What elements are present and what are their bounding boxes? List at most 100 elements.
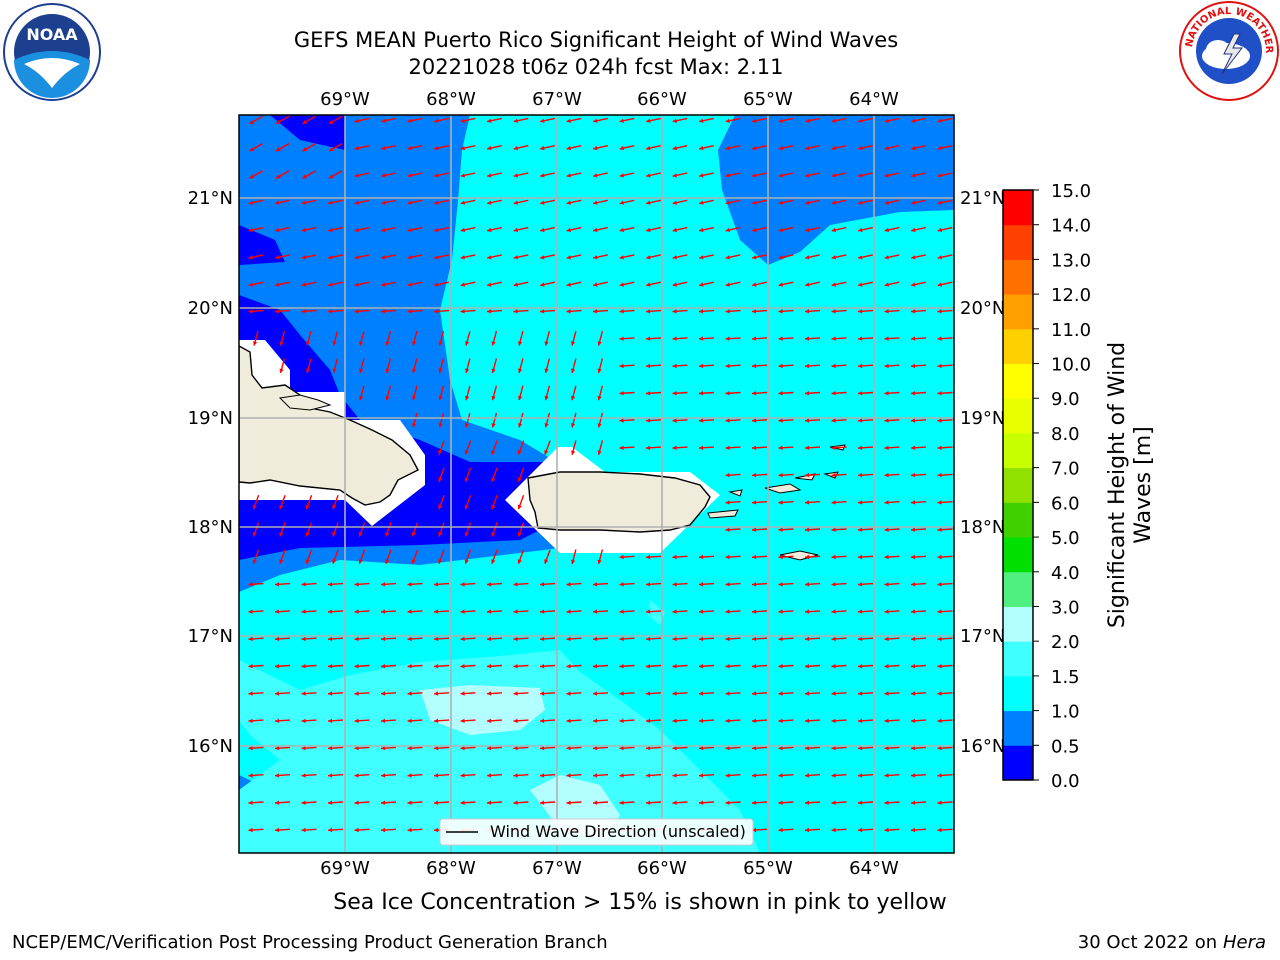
wind-wave-arrowhead	[411, 559, 416, 564]
wind-wave-arrowhead	[858, 200, 863, 205]
wind-wave-arrowhead	[248, 691, 253, 696]
wind-wave-arrowhead	[385, 559, 390, 564]
wind-wave-arrowhead	[937, 391, 942, 396]
wind-wave-arrowhead	[858, 363, 863, 369]
wind-wave-arrowhead	[884, 500, 889, 505]
lat-label: 18°N	[188, 517, 233, 538]
wind-wave-arrowhead	[778, 527, 783, 532]
wind-wave-arrowhead	[381, 200, 386, 205]
wind-wave-arrowhead	[778, 500, 783, 505]
wind-wave-arrowhead	[884, 445, 889, 450]
wind-wave-arrowhead	[407, 118, 412, 123]
wind-wave-arrowhead	[937, 282, 942, 287]
wind-wave-arrowhead	[699, 582, 704, 587]
wind-wave-arrowhead	[725, 691, 730, 696]
wind-wave-arrowhead	[329, 147, 334, 152]
wind-wave-arrowhead	[884, 418, 889, 423]
wind-wave-arrowhead	[699, 636, 704, 642]
wind-wave-arrowhead	[301, 800, 306, 805]
colorbar-segment	[1003, 641, 1033, 677]
wind-wave-arrowhead	[566, 255, 571, 260]
wind-wave-arrowhead	[571, 423, 576, 428]
wind-wave-arrowhead	[566, 173, 571, 178]
map-legend: Wind Wave Direction (unscaled)	[439, 818, 754, 846]
wind-wave-arrowhead	[699, 664, 704, 669]
wind-wave-arrowhead	[619, 227, 624, 233]
wind-wave-arrowhead	[407, 173, 412, 178]
wind-wave-arrowhead	[911, 445, 916, 450]
wind-wave-arrowhead	[725, 664, 730, 669]
wind-wave-arrowhead	[911, 718, 916, 723]
wind-wave-arrowhead	[518, 423, 523, 428]
wind-wave-arrowhead	[460, 200, 465, 205]
wind-wave-arrowhead	[619, 445, 624, 450]
noaa-logo-text: NOAA	[26, 25, 78, 44]
colorbar-tick-label: 10.0	[1051, 355, 1091, 376]
wind-wave-arrowhead	[354, 773, 359, 778]
wind-wave-arrowhead	[884, 745, 889, 751]
wind-wave-arrowhead	[566, 309, 571, 314]
wind-wave-arrowhead	[884, 118, 889, 123]
wind-wave-arrowhead	[517, 532, 522, 537]
wind-wave-arrowhead	[328, 691, 333, 696]
noaa-logo-icon: NOAA	[3, 3, 101, 101]
wind-wave-arrowhead	[354, 200, 359, 205]
wind-wave-arrowhead	[329, 119, 334, 124]
wind-wave-arrowhead	[672, 718, 677, 723]
wind-wave-arrowhead	[566, 582, 571, 587]
wind-wave-arrowhead	[597, 559, 602, 564]
lat-label: 19°N	[188, 408, 233, 429]
wind-wave-arrowhead	[540, 664, 545, 669]
wind-wave-arrowhead	[491, 341, 496, 346]
wind-wave-arrowhead	[517, 477, 522, 482]
wind-wave-arrowhead	[412, 341, 417, 346]
wind-wave-arrowhead	[487, 773, 492, 778]
wind-wave-arrowhead	[407, 636, 412, 642]
wind-wave-arrowhead	[275, 691, 280, 696]
wind-wave-arrowhead	[699, 609, 704, 614]
wind-wave-arrowhead	[460, 609, 465, 614]
wind-wave-arrowhead	[275, 255, 280, 260]
wind-wave-arrowhead	[672, 773, 677, 778]
wind-wave-arrowhead	[354, 827, 359, 833]
wind-wave-arrowhead	[438, 368, 443, 373]
wind-wave-arrowhead	[619, 282, 624, 287]
colorbar-frame	[1002, 189, 1034, 781]
wind-wave-arrowhead	[513, 718, 518, 723]
wind-wave-arrowhead	[831, 418, 836, 423]
wind-wave-arrowhead	[805, 500, 810, 505]
wind-wave-arrowhead	[619, 391, 624, 396]
wind-wave-arrowhead	[513, 609, 518, 614]
wind-wave-arrowhead	[248, 309, 253, 314]
wind-wave-arrowhead	[699, 336, 704, 341]
wind-wave-arrowhead	[597, 450, 602, 455]
wind-wave-arrowhead	[646, 445, 651, 450]
wind-wave-arrowhead	[619, 800, 624, 805]
wind-wave-arrowhead	[937, 309, 942, 314]
wind-wave-arrowhead	[778, 582, 783, 587]
wind-wave-arrowhead	[778, 554, 783, 560]
wind-wave-arrowhead	[752, 145, 757, 151]
producer-credit: NCEP/EMC/Verification Post Processing Pr…	[12, 932, 608, 953]
wind-wave-arrowhead	[884, 773, 889, 778]
wind-wave-arrowhead	[385, 341, 390, 346]
sea-ice-note: Sea Ice Concentration > 15% is shown in …	[333, 890, 947, 915]
wind-wave-arrowhead	[252, 504, 257, 510]
wind-wave-arrowhead	[778, 691, 783, 696]
wind-wave-arrowhead	[540, 173, 545, 178]
wind-wave-arrowhead	[593, 609, 598, 614]
wind-wave-arrowhead	[302, 119, 308, 124]
wind-wave-arrowhead	[699, 691, 704, 696]
wind-wave-arrowhead	[328, 664, 333, 669]
wind-wave-arrowhead	[778, 336, 783, 341]
wind-wave-arrowhead	[381, 227, 386, 233]
wind-wave-arrowhead	[252, 532, 257, 537]
wind-wave-arrowhead	[275, 282, 280, 287]
wind-wave-arrowhead	[937, 527, 942, 532]
wind-wave-arrowhead	[354, 800, 359, 805]
wind-wave-arrowhead	[434, 636, 439, 642]
colorbar-tick-label: 11.0	[1051, 320, 1091, 341]
wind-wave-arrowhead	[275, 745, 280, 751]
wind-wave-arrowhead	[328, 773, 333, 778]
